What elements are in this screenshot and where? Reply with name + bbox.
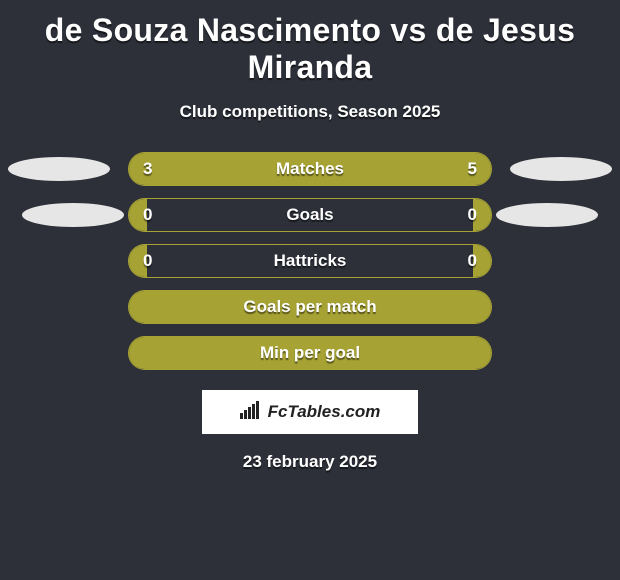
stat-bar: 0 Hattricks 0 <box>128 244 492 278</box>
stat-value-left: 3 <box>143 153 152 185</box>
player-left-indicator <box>22 203 124 227</box>
player-right-indicator <box>504 249 606 273</box>
stat-label: Goals per match <box>243 291 376 323</box>
stat-row: 3 Matches 5 <box>14 152 606 186</box>
player-right-indicator <box>510 157 612 181</box>
stat-value-right: 0 <box>468 245 477 277</box>
stats-area: 3 Matches 5 0 Goals 0 0 Hattricks 0 Goals per mat… <box>14 152 606 370</box>
stat-value-left: 0 <box>143 199 152 231</box>
player-left-indicator <box>14 249 116 273</box>
stat-bar: Goals per match <box>128 290 492 324</box>
stat-row: 0 Goals 0 <box>14 198 606 232</box>
stat-label: Goals <box>286 199 333 231</box>
watermark: FcTables.com <box>202 390 418 434</box>
stat-label: Min per goal <box>260 337 360 369</box>
watermark-text: FcTables.com <box>268 402 381 422</box>
stat-row: Min per goal <box>14 336 606 370</box>
footer-date: 23 february 2025 <box>14 452 606 472</box>
bar-chart-icon <box>240 401 262 424</box>
stat-value-right: 5 <box>468 153 477 185</box>
stat-bar: 3 Matches 5 <box>128 152 492 186</box>
stat-label: Hattricks <box>274 245 347 277</box>
subtitle: Club competitions, Season 2025 <box>14 102 606 122</box>
stat-row: 0 Hattricks 0 <box>14 244 606 278</box>
page-title: de Souza Nascimento vs de Jesus Miranda <box>14 12 606 86</box>
stat-row: Goals per match <box>14 290 606 324</box>
stat-bar: 0 Goals 0 <box>128 198 492 232</box>
comparison-panel: de Souza Nascimento vs de Jesus Miranda … <box>0 0 620 472</box>
player-left-indicator <box>8 157 110 181</box>
stat-value-right: 0 <box>468 199 477 231</box>
player-left-indicator <box>14 295 116 319</box>
player-right-indicator <box>504 341 606 365</box>
player-left-indicator <box>14 341 116 365</box>
player-right-indicator <box>496 203 598 227</box>
stat-value-left: 0 <box>143 245 152 277</box>
stat-label: Matches <box>276 153 344 185</box>
stat-bar: Min per goal <box>128 336 492 370</box>
player-right-indicator <box>504 295 606 319</box>
